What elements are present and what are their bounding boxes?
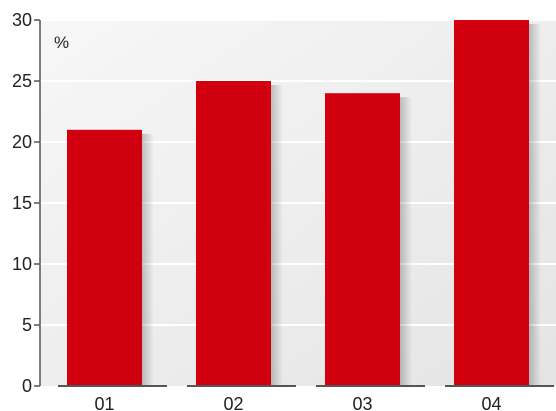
y-tick-label: 5 bbox=[22, 315, 32, 335]
x-tick-labels: 01 02 03 04 bbox=[94, 394, 501, 411]
y-tick-label: 15 bbox=[12, 193, 32, 213]
bar-01 bbox=[67, 129, 142, 387]
bar-shadow bbox=[271, 85, 283, 386]
y-axis-unit-label: % bbox=[54, 33, 69, 52]
bar-shadow bbox=[529, 24, 541, 386]
bar-shadows bbox=[142, 24, 541, 386]
y-tick-label: 10 bbox=[12, 254, 32, 274]
bar-04 bbox=[454, 20, 529, 386]
x-tick-label: 03 bbox=[352, 394, 372, 411]
bar-03 bbox=[325, 93, 400, 386]
y-tick-label: 20 bbox=[12, 132, 32, 152]
bar-shadow bbox=[400, 97, 412, 386]
x-tick-label: 02 bbox=[223, 394, 243, 411]
x-tick-label: 01 bbox=[94, 394, 114, 411]
y-tick-label: 25 bbox=[12, 71, 32, 91]
x-tick-label: 04 bbox=[481, 394, 501, 411]
y-tick-label: 30 bbox=[12, 10, 32, 30]
bars bbox=[67, 20, 529, 387]
bar-shadow bbox=[142, 133, 154, 386]
bar-02 bbox=[196, 81, 271, 386]
y-tick-label: 0 bbox=[22, 376, 32, 396]
y-tick-labels: 0 5 10 15 20 25 30 bbox=[12, 10, 40, 396]
